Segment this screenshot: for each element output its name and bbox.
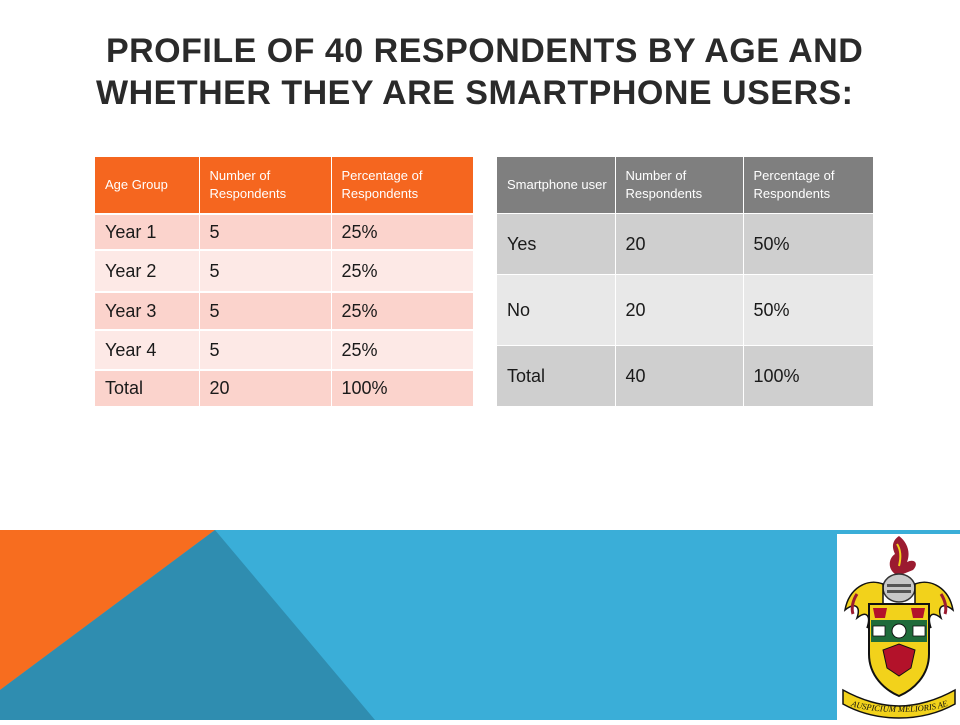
table-cell: Total (497, 345, 616, 406)
table-cell: Year 4 (95, 329, 200, 370)
table-cell: Total (95, 369, 200, 406)
column-header: Age Group (95, 157, 200, 214)
smartphone-user-table: Smartphone user Number of Respondents Pe… (497, 157, 873, 406)
table-cell: 25% (331, 213, 473, 250)
column-header: Number of Respondents (615, 157, 744, 214)
table-header-row: Smartphone user Number of Respondents Pe… (497, 157, 873, 214)
column-header: Smartphone user (497, 157, 616, 214)
column-header: Percentage of Respondents (331, 157, 473, 214)
table-cell: 50% (743, 274, 873, 346)
table-cell: Year 1 (95, 213, 200, 250)
table-row: Total 20 100% (95, 369, 473, 406)
column-header: Number of Respondents (199, 157, 332, 214)
crest-icon: AUSPICIUM MELIORIS AEVI (834, 526, 956, 719)
table-cell: Year 3 (95, 291, 200, 330)
table-cell: 5 (199, 329, 332, 370)
table-cell: 100% (331, 369, 473, 406)
table-row: No 20 50% (497, 274, 873, 346)
table-cell: 50% (743, 213, 873, 275)
slide-title: PROFILE OF 40 RESPONDENTS BY AGE AND WHE… (96, 30, 896, 114)
table-cell: 5 (199, 213, 332, 250)
table-row: Total 40 100% (497, 345, 873, 406)
table-cell: 40 (615, 345, 744, 406)
table-cell: Year 2 (95, 249, 200, 292)
table-cell: 100% (743, 345, 873, 406)
slide-title-line-1: PROFILE OF 40 RESPONDENTS BY AGE AND (96, 32, 864, 70)
table-cell: 20 (199, 369, 332, 406)
table-cell: 25% (331, 329, 473, 370)
table-cell: 25% (331, 291, 473, 330)
slide-title-line-2: WHETHER THEY ARE SMARTPHONE USERS: (96, 74, 854, 112)
table-cell: 20 (615, 274, 744, 346)
footer-teal-triangle (0, 530, 375, 720)
decorative-footer-band (0, 530, 960, 720)
table-cell: 20 (615, 213, 744, 275)
table-row: Yes 20 50% (497, 213, 873, 275)
table-cell: No (497, 274, 616, 346)
table-row: Year 3 5 25% (95, 291, 473, 330)
table-row: Year 2 5 25% (95, 249, 473, 292)
table-row: Year 1 5 25% (95, 213, 473, 250)
table-cell: 25% (331, 249, 473, 292)
table-cell: 5 (199, 249, 332, 292)
age-group-table: Age Group Number of Respondents Percenta… (95, 157, 473, 406)
table-row: Year 4 5 25% (95, 329, 473, 370)
table-header-row: Age Group Number of Respondents Percenta… (95, 157, 473, 214)
table-cell: Yes (497, 213, 616, 275)
table-cell: 5 (199, 291, 332, 330)
university-crest-logo: AUSPICIUM MELIORIS AEVI (834, 526, 960, 720)
column-header: Percentage of Respondents (743, 157, 873, 214)
